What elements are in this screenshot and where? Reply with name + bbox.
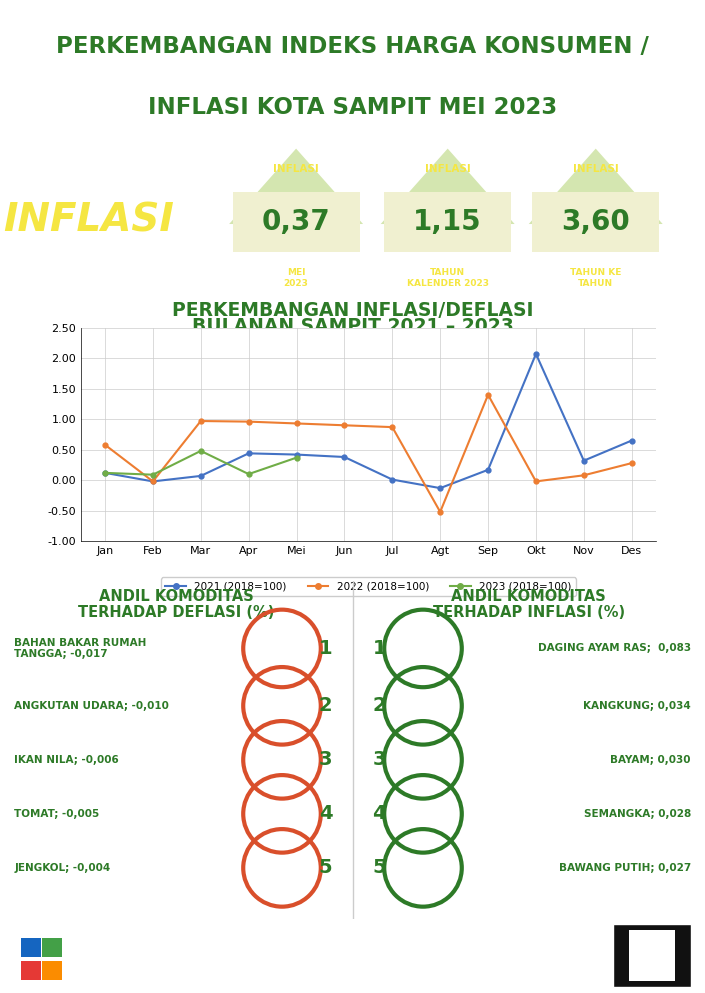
Text: BAWANG PUTIH; 0,027: BAWANG PUTIH; 0,027 xyxy=(558,863,691,873)
Text: 2: 2 xyxy=(319,696,333,715)
Text: TERHADAP DEFLASI (%): TERHADAP DEFLASI (%) xyxy=(78,606,274,621)
Text: 4: 4 xyxy=(319,804,333,823)
2021 (2018=100) xyxy=(341,451,349,463)
Text: PERKEMBANGAN INFLASI/DEFLASI: PERKEMBANGAN INFLASI/DEFLASI xyxy=(172,301,533,320)
Text: TERHADAP INFLASI (%): TERHADAP INFLASI (%) xyxy=(433,606,625,621)
2023 (2018=100) xyxy=(101,467,109,479)
Text: INFLASI: INFLASI xyxy=(3,202,173,240)
Text: INFLASI KOTA SAMPIT MEI 2023: INFLASI KOTA SAMPIT MEI 2023 xyxy=(148,96,557,119)
2021 (2018=100) xyxy=(245,448,253,460)
Legend: 2021 (2018=100), 2022 (2018=100), 2023 (2018=100): 2021 (2018=100), 2022 (2018=100), 2023 (… xyxy=(161,577,576,596)
Text: 1: 1 xyxy=(372,638,386,658)
2022 (2018=100) xyxy=(149,476,157,488)
Text: SEMANGKA; 0,028: SEMANGKA; 0,028 xyxy=(584,809,691,819)
Bar xyxy=(629,930,675,981)
2023 (2018=100) xyxy=(245,468,253,480)
Text: 0,37: 0,37 xyxy=(262,209,331,236)
2022 (2018=100) xyxy=(245,416,253,428)
Text: PERKEMBANGAN INDEKS HARGA KONSUMEN /: PERKEMBANGAN INDEKS HARGA KONSUMEN / xyxy=(56,35,649,58)
2022 (2018=100) xyxy=(532,476,540,488)
Text: 4: 4 xyxy=(372,804,386,823)
Text: 3,60: 3,60 xyxy=(561,209,630,236)
Text: BAHAN BAKAR RUMAH
TANGGA; -0,017: BAHAN BAKAR RUMAH TANGGA; -0,017 xyxy=(14,638,147,659)
Line: 2023 (2018=100): 2023 (2018=100) xyxy=(103,449,299,477)
2021 (2018=100) xyxy=(532,348,540,359)
2021 (2018=100) xyxy=(436,483,444,495)
2023 (2018=100) xyxy=(197,445,205,457)
2022 (2018=100) xyxy=(436,506,444,518)
Text: TOMAT; -0,005: TOMAT; -0,005 xyxy=(14,809,99,819)
2021 (2018=100) xyxy=(197,470,205,482)
Text: INFLASI: INFLASI xyxy=(425,164,470,174)
2021 (2018=100) xyxy=(388,474,396,486)
Text: INFLASI: INFLASI xyxy=(274,164,319,174)
Bar xyxy=(42,960,62,979)
Text: BULANAN SAMPIT 2021 – 2023: BULANAN SAMPIT 2021 – 2023 xyxy=(192,317,513,336)
Text: 1: 1 xyxy=(319,638,333,658)
Polygon shape xyxy=(381,149,515,224)
Text: TAHUN
KALENDER 2023: TAHUN KALENDER 2023 xyxy=(407,268,489,288)
Text: 1,15: 1,15 xyxy=(413,209,482,236)
Text: ANDIL KOMODITAS: ANDIL KOMODITAS xyxy=(99,589,254,604)
2022 (2018=100) xyxy=(101,439,109,451)
Bar xyxy=(21,938,41,957)
Line: 2022 (2018=100): 2022 (2018=100) xyxy=(103,392,634,514)
FancyBboxPatch shape xyxy=(532,193,659,252)
2023 (2018=100) xyxy=(149,469,157,481)
Line: 2021 (2018=100): 2021 (2018=100) xyxy=(103,352,634,491)
Text: 5: 5 xyxy=(319,858,333,878)
Text: DAGING AYAM RAS;  0,083: DAGING AYAM RAS; 0,083 xyxy=(538,643,691,653)
Bar xyxy=(21,960,41,979)
2021 (2018=100) xyxy=(149,476,157,488)
Bar xyxy=(42,938,62,957)
Text: ANDIL KOMODITAS: ANDIL KOMODITAS xyxy=(451,589,606,604)
Polygon shape xyxy=(529,149,663,224)
Polygon shape xyxy=(229,149,363,224)
2021 (2018=100) xyxy=(484,464,492,476)
2021 (2018=100) xyxy=(101,467,109,479)
2022 (2018=100) xyxy=(484,389,492,401)
Text: 5: 5 xyxy=(372,858,386,878)
2021 (2018=100) xyxy=(580,455,588,467)
Bar xyxy=(613,924,691,987)
2022 (2018=100) xyxy=(293,417,301,429)
Text: KABUPATEN KOTAWARINGIN TIMUR: KABUPATEN KOTAWARINGIN TIMUR xyxy=(95,965,300,979)
2022 (2018=100) xyxy=(627,457,636,469)
Text: INFLASI: INFLASI xyxy=(573,164,618,174)
Text: ANGKUTAN UDARA; -0,010: ANGKUTAN UDARA; -0,010 xyxy=(14,701,169,711)
Text: MEI
2023: MEI 2023 xyxy=(283,268,309,288)
Text: JENGKOL; -0,004: JENGKOL; -0,004 xyxy=(14,863,111,873)
2021 (2018=100) xyxy=(293,449,301,461)
FancyBboxPatch shape xyxy=(384,193,511,252)
Text: IKAN NILA; -0,006: IKAN NILA; -0,006 xyxy=(14,755,119,765)
2023 (2018=100) xyxy=(293,452,301,464)
Text: 3: 3 xyxy=(319,751,333,770)
Text: BAYAM; 0,030: BAYAM; 0,030 xyxy=(611,755,691,765)
Text: BADAN PUSAT STATISTIK: BADAN PUSAT STATISTIK xyxy=(95,940,300,956)
2022 (2018=100) xyxy=(580,470,588,482)
2022 (2018=100) xyxy=(197,415,205,427)
Text: 2: 2 xyxy=(372,696,386,715)
Text: TAHUN KE
TAHUN: TAHUN KE TAHUN xyxy=(570,268,621,288)
2022 (2018=100) xyxy=(388,421,396,433)
FancyBboxPatch shape xyxy=(233,193,360,252)
Text: KANGKUNG; 0,034: KANGKUNG; 0,034 xyxy=(583,701,691,711)
2021 (2018=100) xyxy=(627,435,636,447)
Text: 3: 3 xyxy=(372,751,386,770)
2022 (2018=100) xyxy=(341,419,349,431)
